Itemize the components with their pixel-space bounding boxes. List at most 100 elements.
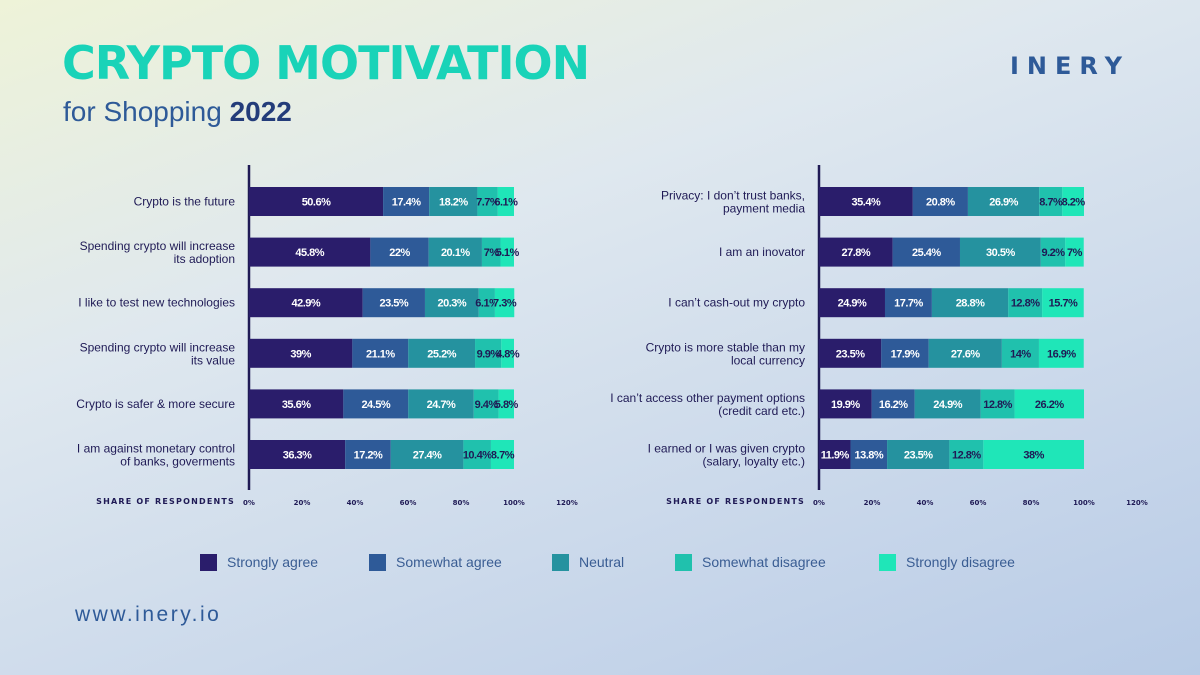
bar-somewhat-agree: [850, 440, 888, 469]
bar-strongly-disagree: [1014, 389, 1084, 419]
x-tick-label: 40%: [917, 499, 934, 507]
data-label: 16.2%: [879, 399, 908, 411]
legend-swatch: [675, 553, 692, 571]
data-label: 5.8%: [495, 399, 519, 411]
category-label-line: Spending crypto will increase: [80, 340, 236, 354]
legend-label: Somewhat disagree: [702, 554, 826, 570]
category-label: Crypto is the future: [134, 195, 236, 209]
bar-strongly-agree: [249, 288, 363, 318]
category-label-line: local currency: [731, 353, 805, 367]
category-label-line: I can’t access other payment options: [610, 391, 805, 405]
category-label: I am an inovator: [719, 245, 805, 259]
x-axis-label: SHARE OF RESPONDENTS: [96, 497, 235, 506]
bar-strongly-agree: [249, 237, 371, 267]
data-label: 20.3%: [438, 298, 467, 310]
bar-strongly-agree: [249, 338, 353, 368]
legend-label: Strongly agree: [227, 554, 319, 570]
bar-neutral: [428, 237, 482, 267]
data-label: 23.5%: [379, 298, 408, 310]
category-label: I am against monetary control of banks, g…: [77, 442, 235, 469]
data-label: 24.7%: [427, 399, 456, 411]
logo-text: INERY: [1010, 52, 1130, 80]
data-label: 26.2%: [1035, 399, 1064, 411]
data-label: 5.1%: [496, 247, 520, 259]
data-label: 17.7%: [894, 298, 923, 310]
category-label-line: Privacy: I don’t trust banks,: [661, 189, 805, 203]
data-label: 24.9%: [838, 298, 867, 310]
data-label: 13.8%: [854, 450, 883, 462]
bar-strongly-disagree: [497, 187, 514, 216]
data-label: 6.1%: [494, 197, 518, 209]
data-label: 8.2%: [1062, 197, 1086, 209]
bar-somewhat-disagree: [473, 389, 499, 419]
legend-swatch: [369, 553, 386, 571]
bar-somewhat-disagree: [463, 440, 491, 469]
website-url[interactable]: www.inery.io: [75, 603, 222, 626]
legend-swatch: [552, 553, 569, 571]
category-label: Crypto is more stable than my local curre…: [646, 340, 805, 367]
category-label-line: Spending crypto will increase: [80, 239, 236, 253]
chart-left: Crypto is the future 50.6% 17.4% 18.2% 7.7%6…: [76, 165, 578, 507]
bar-somewhat-disagree: [481, 237, 501, 267]
data-label: 7.7%: [476, 197, 500, 209]
category-label: I can’t cash-out my crypto: [668, 296, 805, 310]
bar-somewhat-disagree: [477, 187, 498, 216]
x-tick-label: 0%: [243, 499, 255, 507]
data-label: 10.4%: [463, 450, 492, 462]
data-label: 24.9%: [933, 399, 962, 411]
bar-strongly-agree: [249, 389, 344, 419]
x-tick-label: 100%: [1073, 499, 1095, 507]
category-label-line: I can’t cash-out my crypto: [668, 296, 805, 310]
category-label: I earned or I was given crypto (salary, l…: [648, 442, 806, 469]
data-label: 45.8%: [295, 247, 324, 259]
data-label: 23.5%: [836, 348, 865, 360]
legend-item-neutral: Neutral: [552, 552, 624, 572]
data-label: 17.2%: [354, 450, 383, 462]
bar-somewhat-agree: [912, 187, 968, 216]
legend-item-somewhat-agree: Somewhat agree: [369, 552, 502, 572]
bar-strongly-disagree: [1038, 338, 1084, 368]
bar-strongly-disagree: [1042, 288, 1084, 318]
category-label-line: of banks, goverments: [120, 455, 235, 469]
data-label: 35.6%: [282, 399, 311, 411]
data-label: 39%: [290, 348, 311, 360]
bar-strongly-disagree: [501, 338, 514, 368]
bar-somewhat-disagree: [949, 440, 984, 469]
legend-label: Somewhat agree: [396, 554, 502, 570]
bar-somewhat-disagree: [1008, 288, 1043, 318]
x-tick-label: 120%: [1126, 499, 1148, 507]
data-label: 6.1%: [475, 298, 499, 310]
x-tick-label: 80%: [1023, 499, 1040, 507]
bar-neutral: [390, 440, 464, 469]
data-label: 27.6%: [951, 348, 980, 360]
data-label: 20.8%: [926, 197, 955, 209]
page-subtitle: for Shopping 2022: [63, 98, 292, 126]
x-tick-label: 20%: [294, 499, 311, 507]
data-label: 4.8%: [496, 348, 520, 360]
category-label: Spending crypto will increase its adoptio…: [80, 239, 236, 266]
data-label: 17.9%: [891, 348, 920, 360]
inery-logo: INERY: [1010, 52, 1130, 80]
bar-neutral: [928, 338, 1002, 368]
bar-strongly-disagree: [498, 389, 514, 419]
data-label: 12.8%: [983, 399, 1012, 411]
data-label: 27.4%: [413, 450, 442, 462]
bar-strongly-agree: [819, 187, 913, 216]
bar-strongly-agree: [819, 338, 882, 368]
data-label: 9.9%: [477, 348, 501, 360]
bar-neutral: [914, 389, 981, 419]
bar-strongly-disagree: [1065, 237, 1084, 267]
category-label: Privacy: I don’t trust banks, payment med…: [661, 189, 805, 216]
legend-item-strongly-agree: Strongly agree: [200, 552, 318, 572]
bar-strongly-disagree: [983, 440, 1084, 469]
x-axis-label: SHARE OF RESPONDENTS: [666, 497, 805, 506]
bar-somewhat-disagree: [475, 338, 502, 368]
data-label: 7%: [484, 247, 500, 259]
data-label: 18.2%: [439, 197, 468, 209]
bar-strongly-agree: [819, 237, 893, 267]
category-label: Crypto is safer & more secure: [76, 397, 235, 411]
bar-strongly-agree: [249, 440, 346, 469]
data-label: 12.8%: [952, 450, 981, 462]
data-label: 35.4%: [852, 197, 881, 209]
bar-neutral: [408, 338, 476, 368]
